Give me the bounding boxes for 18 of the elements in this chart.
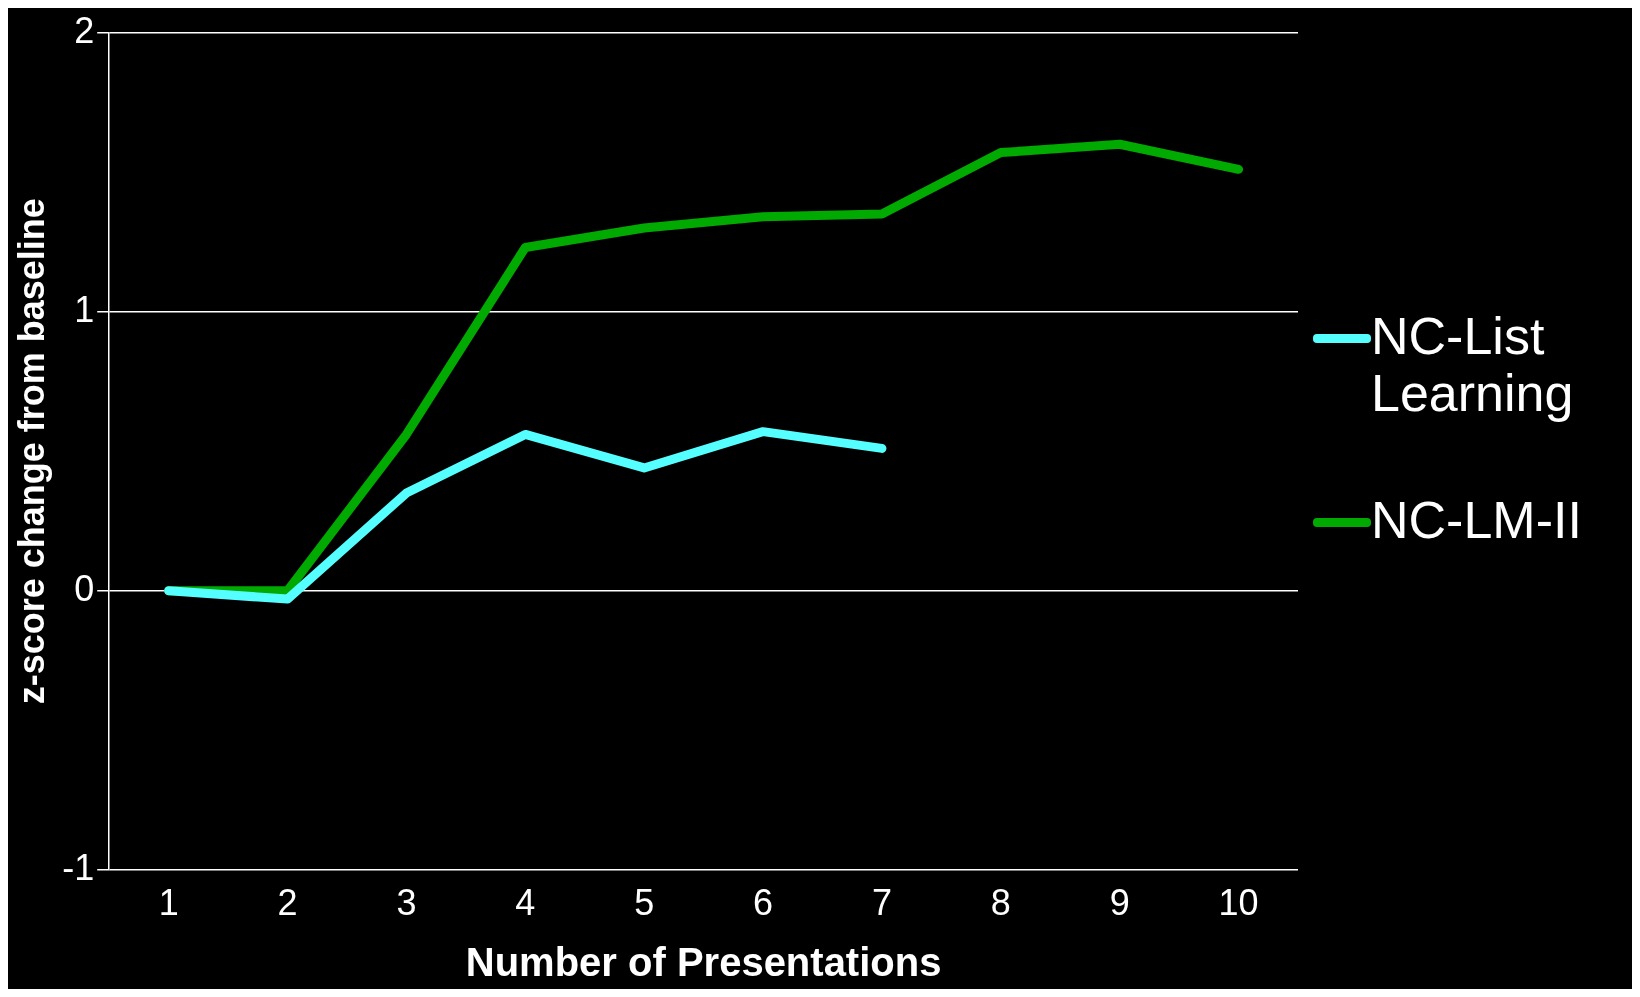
x-tick-label: 10 <box>1218 882 1259 924</box>
x-tick-label: 7 <box>871 882 892 924</box>
x-axis-title: Number of Presentations <box>465 940 942 985</box>
x-tick-label: 4 <box>515 882 536 924</box>
x-tick-label: 1 <box>158 882 179 924</box>
x-tick-label: 9 <box>1109 882 1130 924</box>
legend-label: NC-List Learning <box>1371 307 1575 423</box>
x-tick-label: 5 <box>634 882 655 924</box>
y-tick-label: 0 <box>74 567 95 609</box>
legend-label: NC-LM-II <box>1371 491 1582 550</box>
y-axis-title: z-score change from baseline <box>10 198 52 705</box>
y-tick-label: 1 <box>74 288 95 330</box>
y-tick-label: 2 <box>74 9 95 51</box>
x-tick-label: 6 <box>753 882 774 924</box>
y-tick-label: -1 <box>62 846 95 888</box>
x-tick-label: 8 <box>990 882 1011 924</box>
x-tick-label: 2 <box>277 882 298 924</box>
x-tick-label: 3 <box>396 882 417 924</box>
